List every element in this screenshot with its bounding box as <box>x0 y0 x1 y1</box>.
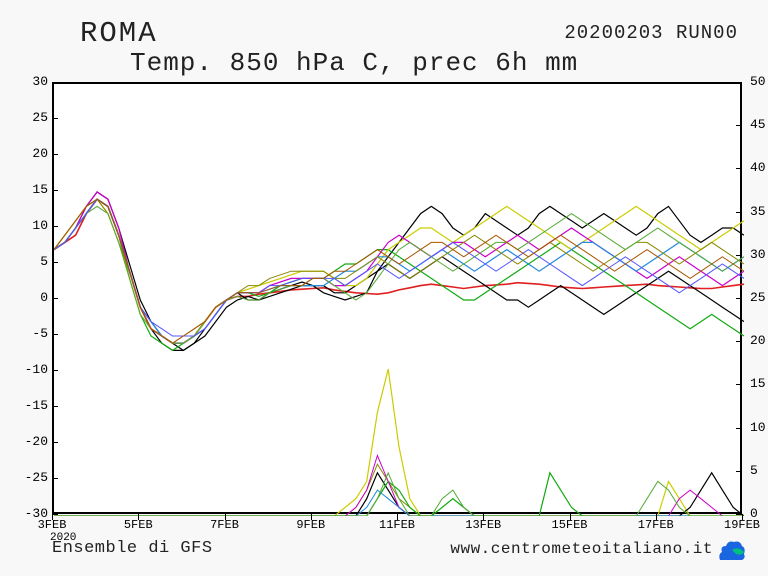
run-label: 20200203 RUN00 <box>564 22 738 44</box>
y-left-tick-label: 15 <box>10 182 48 197</box>
y-left-tick-label: 30 <box>10 74 48 89</box>
x-tick-label: 11FEB <box>379 518 415 532</box>
y-left-tick-label: -5 <box>10 326 48 341</box>
plot-area <box>52 82 742 514</box>
y-left-tick-label: -15 <box>10 398 48 413</box>
y-right-tick-label: 20 <box>750 333 766 348</box>
x-tick-label: 19FEB <box>724 518 760 532</box>
y-left-tick-label: -20 <box>10 434 48 449</box>
y-right-tick-label: 35 <box>750 204 766 219</box>
y-left-tick-label: 0 <box>10 290 48 305</box>
y-right-tick-label: 5 <box>750 463 758 478</box>
x-tick-label: 7FEB <box>210 518 239 532</box>
x-tick-label: 15FEB <box>551 518 587 532</box>
y-left-tick-label: -25 <box>10 470 48 485</box>
y-right-tick-label: 40 <box>750 160 766 175</box>
y-left-tick-label: 10 <box>10 218 48 233</box>
x-tick-label: 3FEB <box>38 518 67 532</box>
logo-icon <box>716 536 748 564</box>
y-right-tick-label: 10 <box>750 420 766 435</box>
footer-url: www.centrometeoitaliano.it <box>450 540 713 558</box>
y-left-tick-label: 5 <box>10 254 48 269</box>
y-right-tick-label: 15 <box>750 376 766 391</box>
y-left-tick-label: -10 <box>10 362 48 377</box>
y-right-tick-label: 50 <box>750 74 766 89</box>
x-tick-label: 17FEB <box>638 518 674 532</box>
chart-container: ROMA 20200203 RUN00 Temp. 850 hPa C, pre… <box>0 0 768 576</box>
y-left-tick-label: 25 <box>10 110 48 125</box>
x-tick-label: 9FEB <box>296 518 325 532</box>
x-tick-label: 5FEB <box>124 518 153 532</box>
y-left-tick-label: 20 <box>10 146 48 161</box>
location-title: ROMA <box>80 17 158 50</box>
footer-source: Ensemble di GFS <box>52 539 213 558</box>
y-right-tick-label: 25 <box>750 290 766 305</box>
y-right-tick-label: 30 <box>750 247 766 262</box>
x-tick-label: 13FEB <box>465 518 501 532</box>
subtitle: Temp. 850 hPa C, prec 6h mm <box>130 48 578 78</box>
y-right-tick-label: 45 <box>750 117 766 132</box>
chart-svg <box>54 84 744 516</box>
